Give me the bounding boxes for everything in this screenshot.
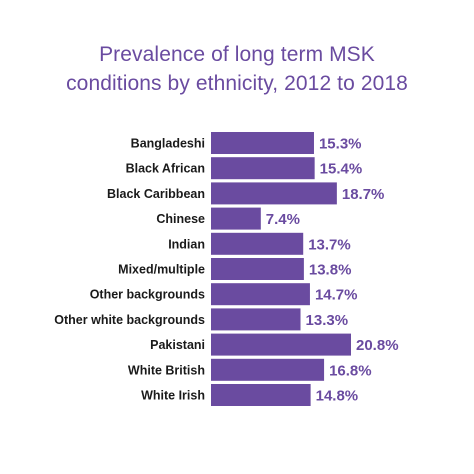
category-label-group: Bangladeshi Black African Black Caribbean C… (54, 137, 205, 403)
value-label-group: 15.3% 15.4% 18.7% 7.4% 13.7% 13.8% 14.7% 13.3% 2… (266, 136, 399, 405)
category-label-white-irish: White Irish (141, 389, 205, 403)
value-label-chinese: 7.4% (266, 211, 300, 228)
bar-other-white-backgrounds (211, 308, 301, 331)
value-label-pakistani: 20.8% (356, 337, 399, 354)
category-label-white-british: White British (128, 363, 205, 377)
value-label-indian: 13.7% (308, 236, 351, 253)
category-label-pakistani: Pakistani (150, 338, 205, 352)
bar-group (211, 132, 351, 406)
bar-indian (211, 232, 304, 255)
bar-black-caribbean (211, 182, 337, 205)
category-label-chinese: Chinese (156, 212, 205, 226)
value-label-white-irish: 14.8% (316, 388, 359, 405)
value-label-black-caribbean: 18.7% (342, 186, 385, 203)
bar-other-backgrounds (211, 283, 310, 306)
value-label-bangladeshi: 15.3% (319, 136, 362, 153)
bar-white-irish (211, 384, 311, 406)
category-label-black-african: Black African (126, 162, 205, 176)
bar-mixed-multiple (211, 258, 304, 280)
category-label-other-backgrounds: Other backgrounds (90, 288, 205, 302)
bar-white-british (211, 358, 325, 381)
bar-bangladeshi (211, 132, 314, 154)
chart-title-line-2: conditions by ethnicity, 2012 to 2018 (66, 72, 408, 95)
value-label-white-british: 16.8% (329, 362, 372, 379)
value-label-other-backgrounds: 14.7% (315, 287, 358, 304)
value-label-black-african: 15.4% (320, 161, 363, 178)
chart-title: Prevalence of long term MSK conditions b… (0, 40, 474, 98)
category-label-black-caribbean: Black Caribbean (107, 187, 205, 201)
value-label-mixed-multiple: 13.8% (309, 262, 352, 279)
category-label-other-white-backgrounds: Other white backgrounds (54, 313, 205, 327)
bar-black-african (211, 157, 315, 180)
category-label-indian: Indian (168, 237, 205, 251)
bar-pakistani (211, 333, 351, 356)
chart-title-line-1: Prevalence of long term MSK (99, 43, 375, 66)
value-label-other-white-backgrounds: 13.3% (306, 312, 349, 329)
category-label-mixed-multiple: Mixed/multiple (118, 263, 205, 277)
bar-chinese (211, 207, 261, 230)
category-label-bangladeshi: Bangladeshi (131, 137, 205, 151)
